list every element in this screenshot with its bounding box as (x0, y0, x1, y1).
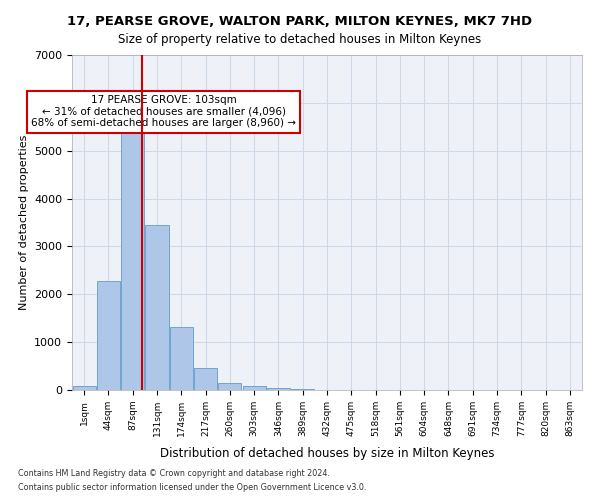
Bar (194, 368, 217, 390)
Bar (291, 388, 314, 390)
Bar (218, 383, 241, 390)
Bar (97, 281, 120, 390)
Y-axis label: Number of detached properties: Number of detached properties (19, 135, 29, 310)
Bar (242, 386, 266, 390)
Bar (267, 388, 290, 390)
Bar (145, 226, 169, 390)
Text: Size of property relative to detached houses in Milton Keynes: Size of property relative to detached ho… (118, 32, 482, 46)
Text: Contains HM Land Registry data © Crown copyright and database right 2024.: Contains HM Land Registry data © Crown c… (18, 468, 330, 477)
Bar (170, 328, 193, 390)
Text: 17, PEARSE GROVE, WALTON PARK, MILTON KEYNES, MK7 7HD: 17, PEARSE GROVE, WALTON PARK, MILTON KE… (67, 15, 533, 28)
Text: Contains public sector information licensed under the Open Government Licence v3: Contains public sector information licen… (18, 484, 367, 492)
X-axis label: Distribution of detached houses by size in Milton Keynes: Distribution of detached houses by size … (160, 447, 494, 460)
Text: 17 PEARSE GROVE: 103sqm
← 31% of detached houses are smaller (4,096)
68% of semi: 17 PEARSE GROVE: 103sqm ← 31% of detache… (31, 95, 296, 128)
Bar (121, 128, 144, 390)
Bar (73, 386, 95, 390)
